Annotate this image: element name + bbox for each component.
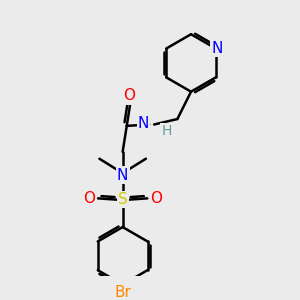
Text: N: N (117, 168, 128, 183)
Text: O: O (83, 191, 95, 206)
Text: S: S (118, 192, 128, 207)
Text: Br: Br (114, 285, 131, 300)
Text: H: H (161, 124, 172, 138)
Text: O: O (151, 191, 163, 206)
Text: O: O (124, 88, 136, 103)
Text: N: N (212, 40, 223, 56)
Text: N: N (138, 116, 149, 131)
